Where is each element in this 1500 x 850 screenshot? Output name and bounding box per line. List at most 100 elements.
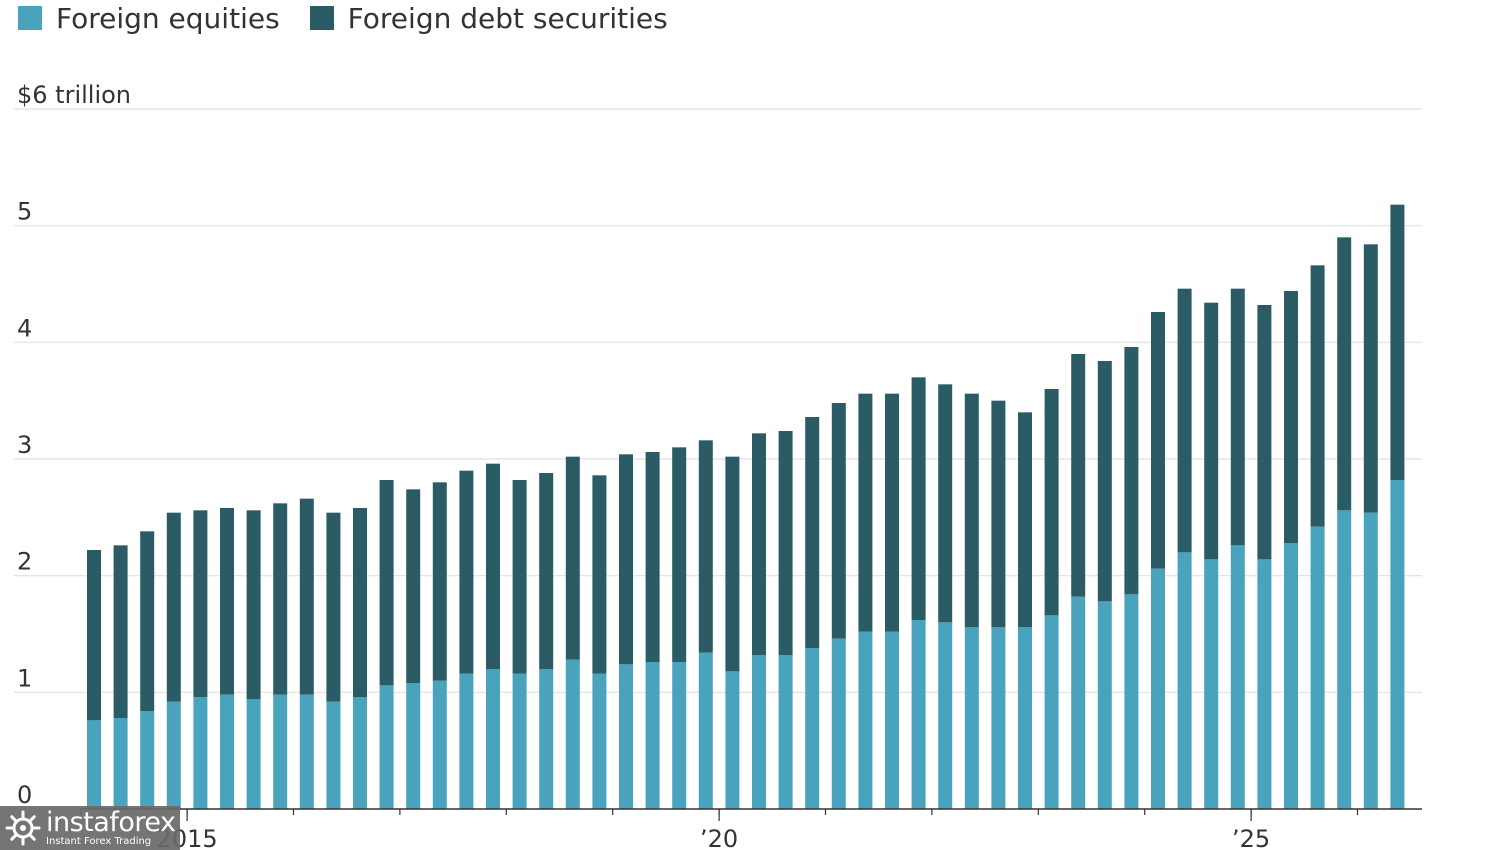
watermark-brand: instaforex	[46, 807, 176, 838]
bar-foreign-equities	[353, 697, 367, 809]
y-tick-label: 3	[17, 431, 32, 459]
bar-foreign-equities	[1044, 615, 1059, 809]
bar-foreign-debt-securities	[246, 510, 261, 700]
bar-foreign-debt-securities	[220, 508, 234, 695]
bar-foreign-equities	[911, 620, 926, 809]
bar-foreign-debt-securities	[1124, 347, 1139, 595]
y-tick-label: 1	[17, 664, 32, 692]
bar-foreign-equities	[1151, 568, 1165, 809]
legend-item-foreign-debt-securities[interactable]: Foreign debt securities	[309, 1, 668, 35]
bar-foreign-equities	[1284, 543, 1298, 809]
bar-foreign-equities	[246, 699, 261, 809]
bar-foreign-debt-securities	[113, 545, 128, 718]
bar-foreign-debt-securities	[1363, 244, 1378, 513]
bar-foreign-equities	[805, 648, 820, 809]
bar-foreign-debt-securities	[831, 403, 846, 639]
bar-foreign-equities	[299, 694, 314, 809]
bar-foreign-equities	[964, 627, 979, 809]
bar-foreign-debt-securities	[964, 393, 979, 627]
bar-foreign-equities	[1018, 627, 1032, 809]
bar-foreign-equities	[565, 659, 580, 809]
bar-foreign-debt-securities	[193, 510, 208, 697]
bar-foreign-equities	[991, 627, 1006, 809]
bar-foreign-equities	[672, 662, 687, 809]
legend-item-foreign-equities[interactable]: Foreign equities	[18, 2, 280, 35]
bar-foreign-debt-securities	[1204, 302, 1219, 560]
bar-foreign-equities	[512, 673, 527, 809]
y-tick-label: 4	[17, 314, 32, 342]
bar-foreign-debt-securities	[1018, 412, 1032, 627]
bar-foreign-equities	[831, 638, 846, 809]
bar-foreign-equities	[1071, 596, 1086, 809]
watermark: instaforex Instant Forex Trading	[0, 806, 180, 850]
bar-foreign-equities	[1177, 552, 1192, 809]
bar-foreign-equities	[1124, 594, 1139, 809]
chart-legend: Foreign equities Foreign debt securities	[18, 0, 698, 36]
bar-foreign-debt-securities	[459, 470, 474, 674]
watermark-tagline: Instant Forex Trading	[46, 836, 152, 847]
bar-foreign-equities	[486, 669, 500, 809]
x-tick-label: ’25	[1232, 825, 1270, 850]
instaforex-logo-icon	[5, 810, 41, 846]
bar-foreign-debt-securities	[885, 393, 899, 632]
bar-foreign-equities	[1230, 545, 1245, 809]
bar-foreign-debt-securities	[1310, 265, 1325, 527]
bar-foreign-debt-securities	[486, 463, 500, 669]
bar-foreign-equities	[1097, 601, 1112, 809]
legend-swatch-foreign-equities	[18, 6, 42, 30]
bar-foreign-equities	[645, 662, 660, 809]
bar-foreign-equities	[273, 694, 288, 809]
bar-foreign-equities	[1363, 512, 1378, 809]
bar-foreign-equities	[698, 652, 713, 809]
bar-foreign-equities	[885, 631, 899, 809]
bar-foreign-debt-securities	[991, 400, 1006, 627]
bar-foreign-debt-securities	[1284, 291, 1298, 543]
bar-foreign-equities	[432, 680, 447, 809]
bar-foreign-equities	[858, 631, 873, 809]
bar-foreign-equities	[1337, 510, 1352, 809]
bar-foreign-equities	[140, 711, 155, 809]
bar-foreign-debt-securities	[645, 452, 660, 662]
bar-foreign-debt-securities	[406, 489, 421, 683]
bar-foreign-debt-securities	[752, 433, 766, 655]
bar-foreign-debt-securities	[698, 440, 713, 653]
bar-foreign-equities	[938, 622, 953, 809]
bar-foreign-equities	[1257, 559, 1272, 809]
bar-foreign-equities	[1390, 480, 1405, 809]
legend-label-foreign-debt-securities: Foreign debt securities	[347, 1, 668, 35]
bar-foreign-equities	[379, 685, 394, 809]
bar-foreign-equities	[406, 683, 421, 809]
bar-foreign-debt-securities	[858, 393, 873, 632]
bar-foreign-equities	[539, 669, 554, 809]
bar-foreign-equities	[459, 673, 474, 809]
bar-foreign-debt-securities	[1071, 354, 1086, 597]
bar-foreign-debt-securities	[592, 475, 607, 674]
bar-foreign-equities	[592, 673, 607, 809]
bar-foreign-debt-securities	[1097, 361, 1112, 602]
bar-foreign-debt-securities	[87, 550, 101, 721]
bar-foreign-debt-securities	[1337, 237, 1352, 511]
bar-foreign-debt-securities	[353, 508, 367, 697]
bar-foreign-debt-securities	[1177, 288, 1192, 553]
x-tick-label: ’20	[700, 825, 738, 850]
bar-foreign-equities	[1310, 526, 1325, 809]
bar-foreign-equities	[752, 655, 766, 809]
bar-foreign-debt-securities	[1044, 389, 1059, 616]
bar-foreign-equities	[193, 697, 208, 809]
bar-foreign-debt-securities	[432, 482, 447, 681]
y-tick-label: 2	[17, 548, 32, 576]
bar-foreign-debt-securities	[911, 377, 926, 620]
bar-foreign-equities	[619, 664, 633, 809]
bar-foreign-equities	[220, 694, 234, 809]
y-tick-label: 0	[17, 781, 32, 809]
bar-foreign-equities	[113, 718, 128, 809]
bar-foreign-debt-securities	[539, 473, 554, 669]
bar-foreign-debt-securities	[1151, 312, 1165, 569]
bar-foreign-debt-securities	[565, 456, 580, 660]
bar-foreign-equities	[725, 671, 740, 809]
bar-foreign-debt-securities	[1257, 305, 1272, 560]
bar-foreign-equities	[87, 720, 101, 809]
bar-foreign-debt-securities	[725, 456, 740, 672]
bar-foreign-debt-securities	[379, 480, 394, 686]
